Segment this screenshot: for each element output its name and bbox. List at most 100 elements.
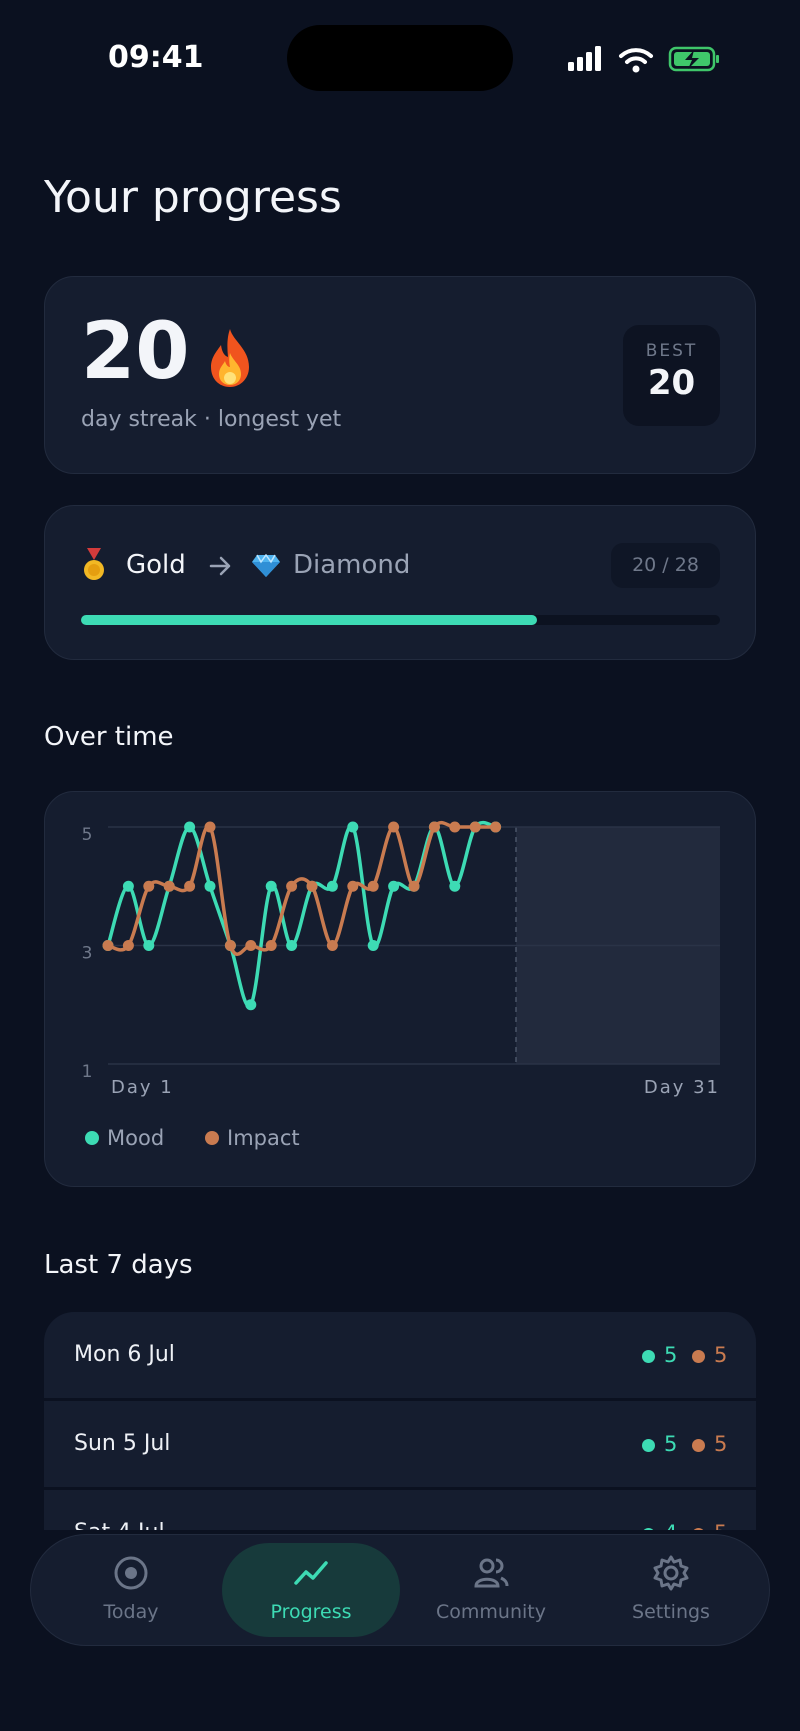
impact-value: 5 bbox=[714, 1432, 728, 1456]
data-point bbox=[286, 940, 298, 951]
page-title: Your progress bbox=[44, 172, 342, 223]
data-point bbox=[184, 821, 196, 833]
streak-caption: day streak · longest yet bbox=[81, 407, 342, 432]
mood-dot bbox=[642, 1528, 655, 1530]
mood-value: 5 bbox=[664, 1343, 678, 1367]
best-value: 20 bbox=[647, 363, 696, 403]
data-point bbox=[469, 821, 481, 833]
dynamic-island bbox=[287, 25, 513, 91]
tab-item[interactable]: Settings bbox=[582, 1535, 760, 1647]
data-point bbox=[367, 940, 379, 951]
data-point bbox=[449, 880, 461, 892]
tab-icon bbox=[294, 1561, 328, 1585]
data-point bbox=[265, 880, 277, 892]
row-date: Mon 6 Jul bbox=[74, 1342, 175, 1367]
row-date: Sat 4 Jul bbox=[74, 1520, 165, 1530]
tier-badge: 20 / 28 bbox=[611, 543, 720, 588]
data-point bbox=[143, 940, 155, 951]
impact-dot bbox=[692, 1350, 705, 1363]
data-point bbox=[347, 880, 359, 892]
data-point bbox=[428, 821, 440, 833]
data-point bbox=[184, 880, 196, 892]
streak-count: 20 bbox=[81, 307, 190, 397]
tab-item[interactable]: Progress bbox=[222, 1535, 400, 1647]
impact-value: 5 bbox=[714, 1521, 727, 1530]
diamond-icon bbox=[252, 554, 280, 577]
x-tick-label: Day 1 bbox=[111, 1077, 174, 1098]
data-point bbox=[102, 940, 114, 951]
tab-bar: Today Progress Community Settings bbox=[30, 1534, 770, 1646]
tier-to: Diamond bbox=[293, 550, 411, 580]
tab-label: Community bbox=[436, 1601, 546, 1623]
data-point bbox=[449, 821, 461, 833]
line-chart: 1 3 5 Day 1 Day 31 Mood Impact bbox=[82, 820, 720, 1150]
y-tick-label: 5 bbox=[82, 825, 93, 845]
data-point bbox=[347, 821, 359, 833]
flame-icon bbox=[211, 329, 249, 387]
active-tab-pill bbox=[222, 1543, 400, 1637]
data-point bbox=[286, 880, 298, 892]
data-point bbox=[326, 940, 338, 951]
tier-track bbox=[81, 615, 720, 625]
tab-icon bbox=[653, 1555, 689, 1591]
data-point bbox=[204, 880, 216, 892]
day-row[interactable]: Sun 5 Jul 5 5 bbox=[44, 1401, 756, 1489]
tab-label: Today bbox=[103, 1601, 159, 1623]
tab-icon bbox=[114, 1556, 148, 1590]
impact-value: 5 bbox=[714, 1343, 728, 1367]
arrow-icon bbox=[209, 556, 231, 576]
day-row[interactable]: Mon 6 Jul 5 5 bbox=[44, 1312, 756, 1400]
streak-card: 20 day streak · longest yet BEST 20 bbox=[44, 276, 756, 474]
tier-progress-bar bbox=[81, 615, 538, 625]
data-point bbox=[143, 880, 155, 892]
tier-card: Gold Diamond 20 / 28 bbox=[44, 505, 756, 660]
tab-item[interactable]: Today bbox=[42, 1535, 220, 1647]
day-list: Mon 6 Jul 5 5 Sun 5 Jul 5 5 Sat 4 Jul 4 5 bbox=[44, 1312, 756, 1530]
data-point bbox=[245, 940, 257, 951]
tab-icon bbox=[474, 1558, 509, 1588]
impact-dot bbox=[692, 1528, 705, 1530]
data-point bbox=[163, 880, 175, 892]
data-point bbox=[122, 940, 134, 951]
tab-label: Settings bbox=[632, 1601, 710, 1623]
data-point bbox=[408, 880, 420, 892]
mood-dot bbox=[642, 1439, 655, 1452]
legend-swatch bbox=[85, 1131, 99, 1145]
legend-label: Impact bbox=[227, 1126, 300, 1150]
legend-label: Mood bbox=[107, 1126, 164, 1150]
x-tick-label: Day 31 bbox=[644, 1077, 720, 1098]
day-row[interactable]: Sat 4 Jul 4 5 bbox=[44, 1490, 756, 1530]
data-point bbox=[265, 940, 277, 951]
impact-dot bbox=[692, 1439, 705, 1452]
data-point bbox=[490, 821, 502, 833]
data-point bbox=[367, 880, 379, 892]
data-point bbox=[245, 999, 257, 1011]
data-point bbox=[388, 821, 400, 833]
row-date: Sun 5 Jul bbox=[74, 1431, 171, 1456]
data-point bbox=[122, 880, 134, 892]
data-point bbox=[306, 880, 318, 892]
status-icons bbox=[568, 46, 719, 73]
legend-swatch bbox=[205, 1131, 219, 1145]
mood-value: 4 bbox=[664, 1521, 677, 1530]
tier-from: Gold bbox=[126, 550, 186, 580]
status-time: 09:41 bbox=[108, 40, 204, 75]
data-point bbox=[326, 880, 338, 892]
y-tick-label: 3 bbox=[82, 944, 93, 964]
data-point bbox=[224, 940, 236, 951]
y-tick-label: 1 bbox=[82, 1062, 93, 1082]
section-heading: Last 7 days bbox=[44, 1250, 193, 1280]
chart-card: 1 3 5 Day 1 Day 31 Mood Impact bbox=[44, 791, 756, 1187]
medal-icon bbox=[84, 548, 104, 580]
tab-item[interactable]: Community bbox=[402, 1535, 580, 1647]
mood-value: 5 bbox=[664, 1432, 678, 1456]
tab-label: Progress bbox=[270, 1601, 352, 1623]
best-label: BEST bbox=[645, 341, 698, 361]
section-heading: Over time bbox=[44, 722, 174, 752]
data-point bbox=[388, 880, 400, 892]
mood-dot bbox=[642, 1350, 655, 1363]
series-line bbox=[106, 820, 498, 1008]
data-point bbox=[204, 821, 216, 833]
